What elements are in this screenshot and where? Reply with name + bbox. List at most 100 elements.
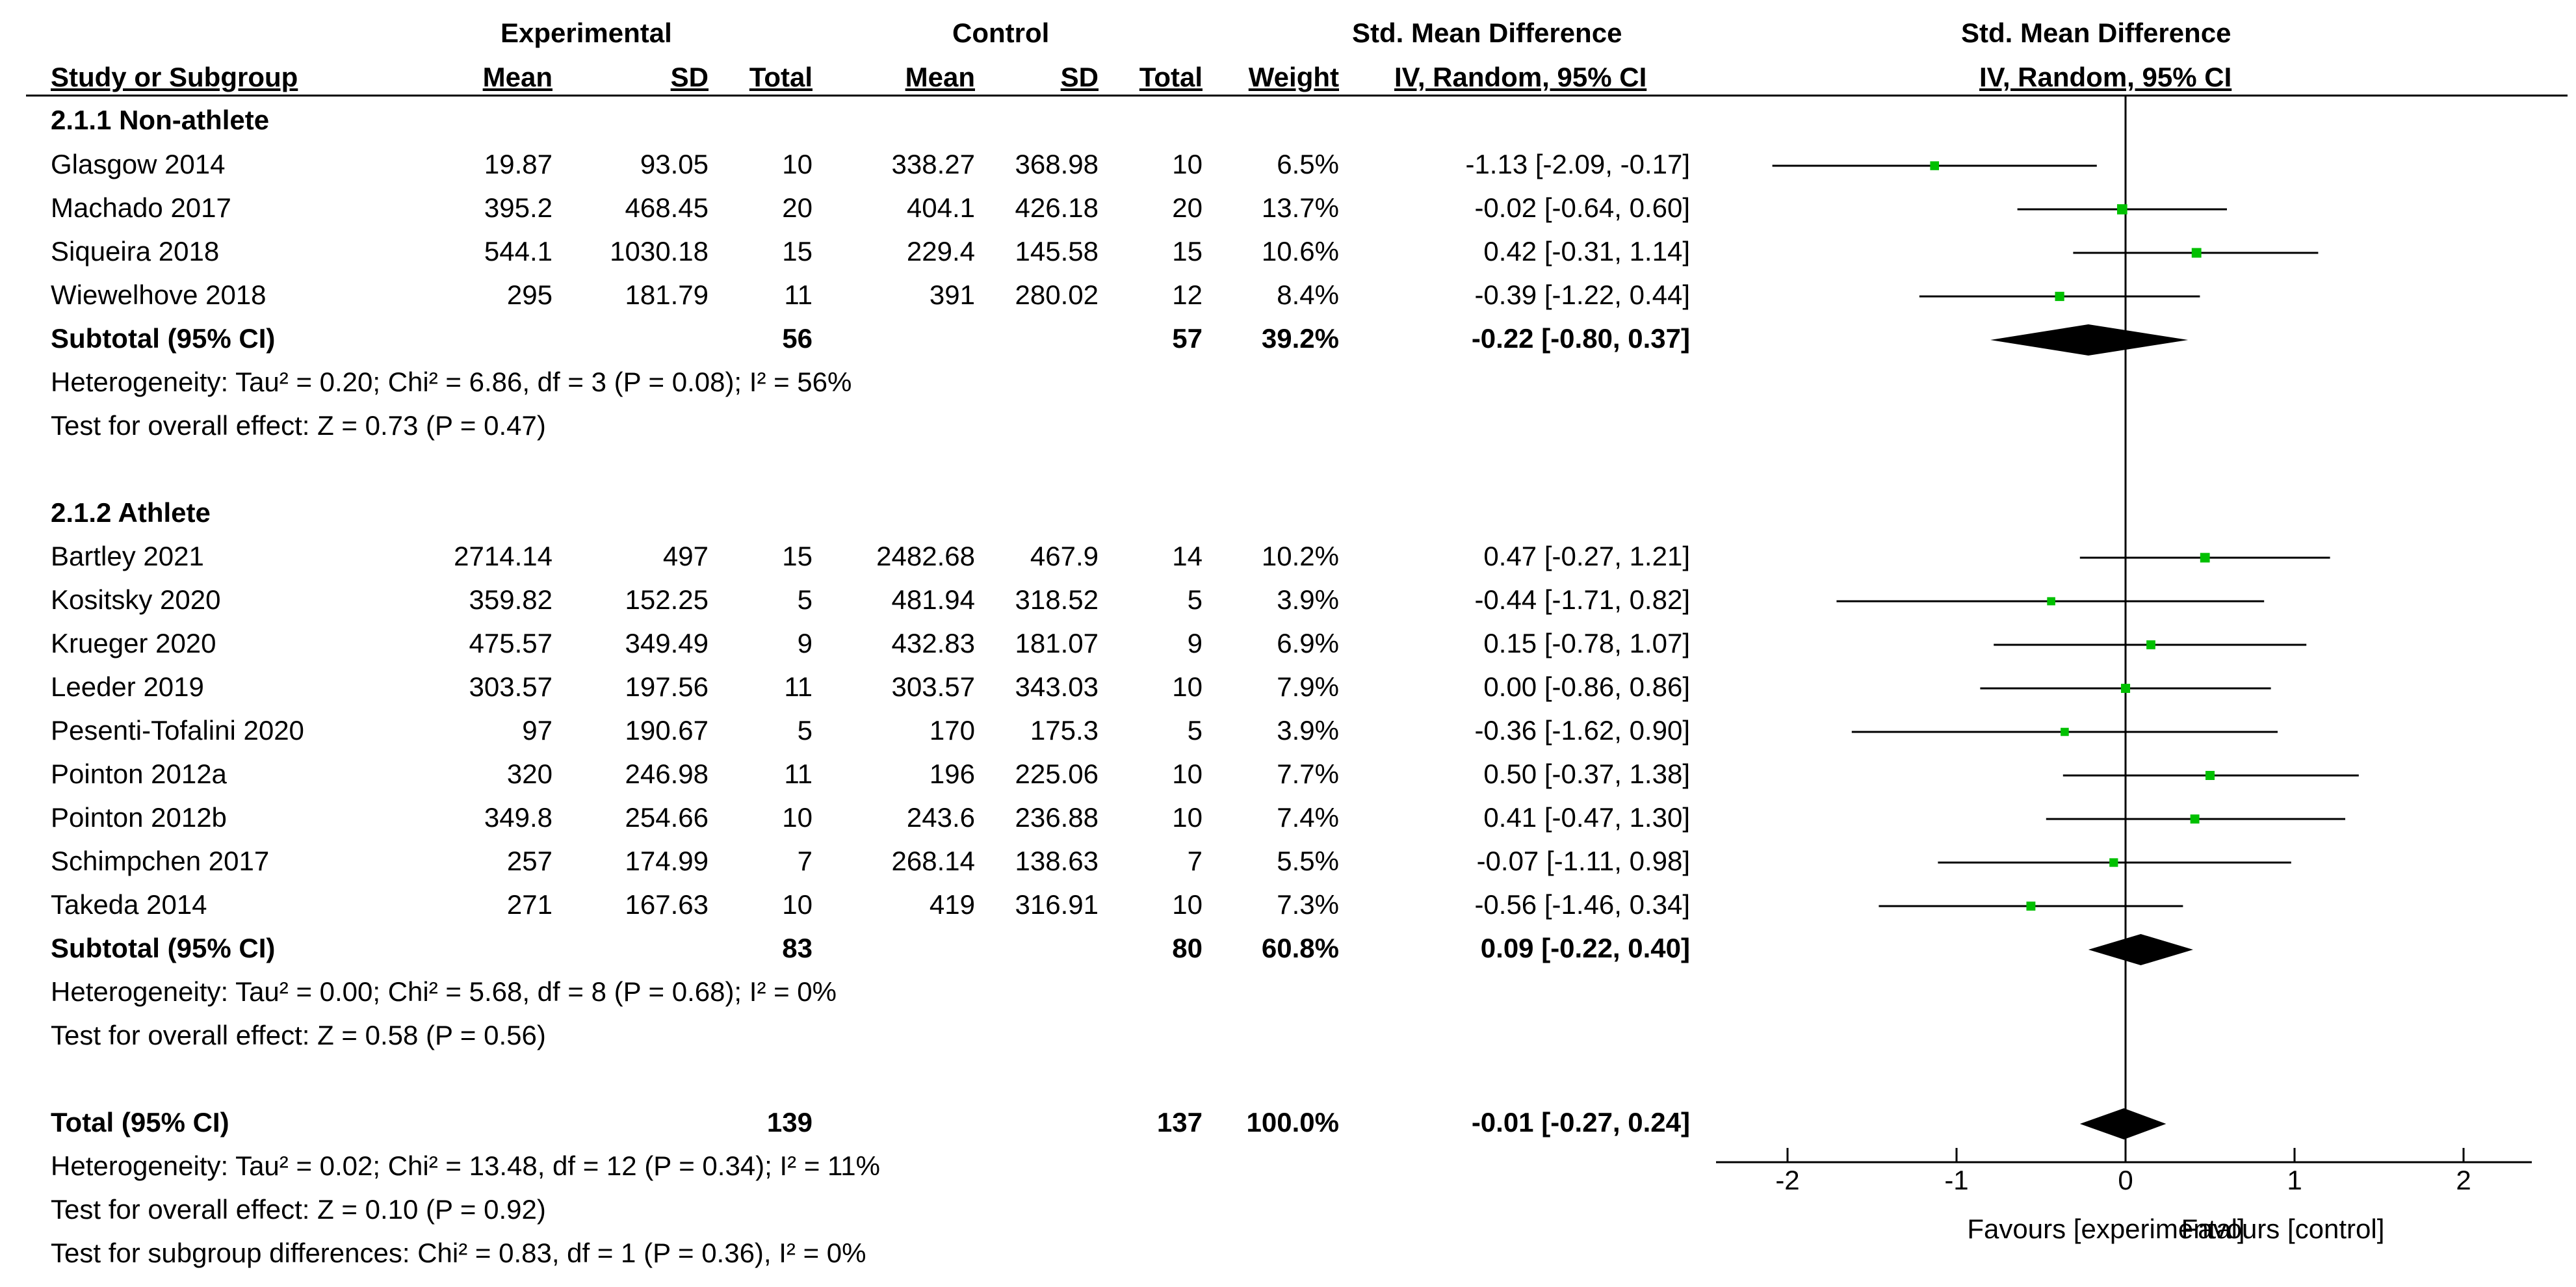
mean-c: 243.6 [906, 802, 975, 833]
sd-c: 426.18 [1015, 192, 1099, 223]
total-c: 10 [1172, 889, 1203, 920]
total-c: 5 [1187, 584, 1203, 615]
col-total-c: Total [1139, 62, 1203, 92]
col-study: Study or Subgroup [51, 62, 298, 92]
ci-text: 0.41 [-0.47, 1.30] [1483, 802, 1690, 833]
subtotal-ci: 0.09 [-0.22, 0.40] [1480, 933, 1690, 963]
pooled-estimate-diamond [2088, 934, 2193, 965]
sd-e: 93.05 [640, 149, 709, 179]
weight: 10.6% [1261, 236, 1339, 266]
sd-e: 181.79 [625, 280, 709, 310]
study-name: Kositsky 2020 [51, 584, 221, 615]
mean-c: 170 [929, 715, 975, 746]
ci-text: -0.36 [-1.62, 0.90] [1474, 715, 1690, 746]
point-estimate-square [2055, 291, 2064, 302]
mean-e: 303.57 [469, 671, 553, 702]
sd-e: 246.98 [625, 759, 709, 789]
total-e: 11 [784, 280, 813, 310]
total-total-c: 137 [1156, 1107, 1203, 1138]
total-c: 10 [1172, 802, 1203, 833]
total-c: 10 [1172, 759, 1203, 789]
sd-c: 138.63 [1015, 846, 1099, 876]
ci-text: -0.07 [-1.11, 0.98] [1476, 846, 1690, 876]
mean-c: 338.27 [891, 149, 975, 179]
study-name: Schimpchen 2017 [51, 846, 270, 876]
sd-c: 145.58 [1015, 236, 1099, 266]
mean-e: 2714.14 [454, 541, 553, 571]
sd-e: 468.45 [625, 192, 709, 223]
total-e: 10 [782, 889, 813, 920]
forest-table: Experimental Control Std. Mean Differenc… [51, 18, 2231, 1268]
total-e: 9 [797, 628, 813, 658]
sd-e: 197.56 [625, 671, 709, 702]
sd-c: 236.88 [1015, 802, 1099, 833]
group-title: 2.1.1 Non-athlete [51, 105, 270, 135]
mean-c: 481.94 [891, 584, 975, 615]
total-overall-effect-text: Test for overall effect: Z = 0.10 (P = 0… [51, 1194, 546, 1225]
header-control: Control [952, 18, 1050, 48]
study-name: Pesenti-Tofalini 2020 [51, 715, 304, 746]
mean-e: 349.8 [484, 802, 553, 833]
weight: 7.4% [1277, 802, 1339, 833]
mean-c: 2482.68 [876, 541, 975, 571]
sd-e: 167.63 [625, 889, 709, 920]
mean-e: 544.1 [484, 236, 553, 266]
total-c: 10 [1172, 149, 1203, 179]
study-name: Glasgow 2014 [51, 149, 226, 179]
sd-c: 318.52 [1015, 584, 1099, 615]
pooled-estimate-diamond [1990, 324, 2189, 356]
study-name: Takeda 2014 [51, 889, 207, 920]
total-e: 7 [797, 846, 813, 876]
sd-e: 254.66 [625, 802, 709, 833]
subtotal-total-e: 83 [782, 933, 813, 963]
total-e: 10 [782, 149, 813, 179]
point-estimate-square [2116, 204, 2127, 214]
total-e: 15 [782, 541, 813, 571]
ci-text: -0.02 [-0.64, 0.60] [1474, 192, 1690, 223]
weight: 6.9% [1277, 628, 1339, 658]
mean-e: 257 [506, 846, 553, 876]
point-estimate-square [2190, 814, 2200, 824]
mean-e: 295 [506, 280, 553, 310]
ci-text: 0.42 [-0.31, 1.14] [1483, 236, 1690, 266]
x-axis: Favours [experimental] Favours [control]… [1716, 1148, 2532, 1244]
mean-e: 475.57 [469, 628, 553, 658]
sd-c: 181.07 [1015, 628, 1099, 658]
col-mean-c: Mean [905, 62, 975, 92]
mean-c: 229.4 [906, 236, 975, 266]
ci-text: 0.00 [-0.86, 0.86] [1483, 671, 1690, 702]
sd-c: 467.9 [1030, 541, 1099, 571]
study-name: Pointon 2012b [51, 802, 227, 833]
point-estimate-square [2026, 902, 2036, 911]
favours-left-label: Favours [experimental] [1967, 1214, 2244, 1244]
group-title: 2.1.2 Athlete [51, 497, 211, 528]
total-e: 10 [782, 802, 813, 833]
total-total-e: 139 [766, 1107, 813, 1138]
total-label: Total (95% CI) [51, 1107, 229, 1138]
total-e: 5 [797, 715, 813, 746]
x-tick-label: 2 [2456, 1165, 2471, 1195]
overall-effect-text: Test for overall effect: Z = 0.58 (P = 0… [51, 1020, 546, 1050]
header-experimental: Experimental [501, 18, 672, 48]
total-e: 20 [782, 192, 813, 223]
sd-c: 225.06 [1015, 759, 1099, 789]
heterogeneity-text: Heterogeneity: Tau² = 0.00; Chi² = 5.68,… [51, 976, 837, 1007]
mean-c: 404.1 [906, 192, 975, 223]
weight: 3.9% [1277, 715, 1339, 746]
point-estimate-square [1930, 161, 1939, 170]
point-estimate-square [2205, 771, 2215, 780]
total-e: 11 [784, 671, 813, 702]
total-e: 11 [784, 759, 813, 789]
mean-c: 303.57 [891, 671, 975, 702]
subtotal-total-c: 57 [1172, 323, 1203, 354]
ci-text: -0.56 [-1.46, 0.34] [1474, 889, 1690, 920]
weight: 3.9% [1277, 584, 1339, 615]
ci-text: 0.50 [-0.37, 1.38] [1483, 759, 1690, 789]
col-sd-c: SD [1060, 62, 1099, 92]
header-smd-plot: Std. Mean Difference [1961, 18, 2231, 48]
study-name: Krueger 2020 [51, 628, 216, 658]
sd-c: 316.91 [1015, 889, 1099, 920]
weight: 5.5% [1277, 846, 1339, 876]
weight: 7.7% [1277, 759, 1339, 789]
total-weight: 100.0% [1246, 1107, 1339, 1138]
